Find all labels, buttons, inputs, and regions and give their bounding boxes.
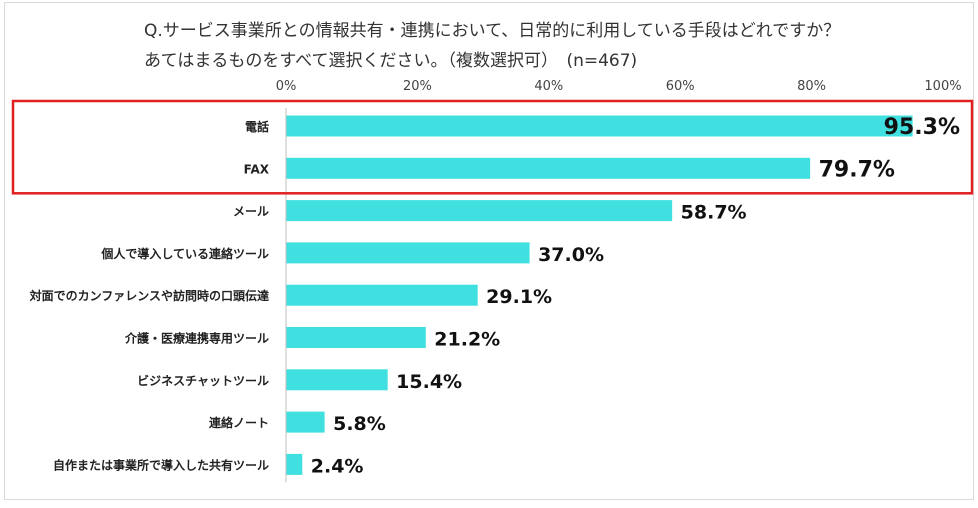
category-label: メール [233,205,269,219]
value-label: 58.7% [681,202,747,224]
bar [286,411,325,433]
category-label: FAX [244,162,270,176]
chart-frame [4,2,974,500]
value-label: 95.3% [884,115,960,140]
bars-group: 電話 95.3% FAX 79.7% メール 58.7% 個人で導入している連絡ツール 37.… [29,115,960,477]
x-tick-label: 20% [403,79,432,94]
bar [286,284,478,306]
category-label: 介護・医療連携専用ツール [124,331,269,346]
value-label: 29.1% [486,286,552,308]
value-label: 37.0% [538,244,604,266]
bar [286,242,530,264]
question-title: Q.サービス事業所との情報共有・連携において、日常的に利用している手段はどれです… [144,21,841,41]
bar [286,115,913,137]
x-tick-label: 40% [534,79,563,94]
category-label: 連絡ノート [209,415,269,430]
bar [286,157,811,179]
category-label: 個人で導入している連絡ツール [100,246,269,261]
value-label: 15.4% [396,371,462,393]
value-label: 79.7% [819,157,895,182]
question-subtitle: あてはまるものをすべて選択ください。（複数選択可） (n=467) [144,51,638,71]
highlight-box [11,99,974,195]
x-tick-label: 80% [797,79,826,94]
x-tick-label: 60% [666,79,695,94]
value-label: 5.8% [333,413,386,435]
category-label: 自作または事業所で導入した共有ツール [53,457,269,472]
x-axis-ticks: 0% 20% 40% 60% 80% 100% [276,79,962,94]
bar [286,453,303,475]
value-label: 21.2% [434,329,500,351]
x-tick-label: 100% [924,79,961,94]
bar [286,369,388,391]
value-label: 2.4% [311,455,364,477]
x-tick-label: 0% [276,79,297,94]
category-label: ビジネスチャットツール [137,373,269,388]
category-label: 対面でのカンファレンスや訪問時の口頭伝達 [29,288,269,303]
bar [286,200,673,222]
category-label: 電話 [245,119,269,134]
bar [286,327,426,348]
